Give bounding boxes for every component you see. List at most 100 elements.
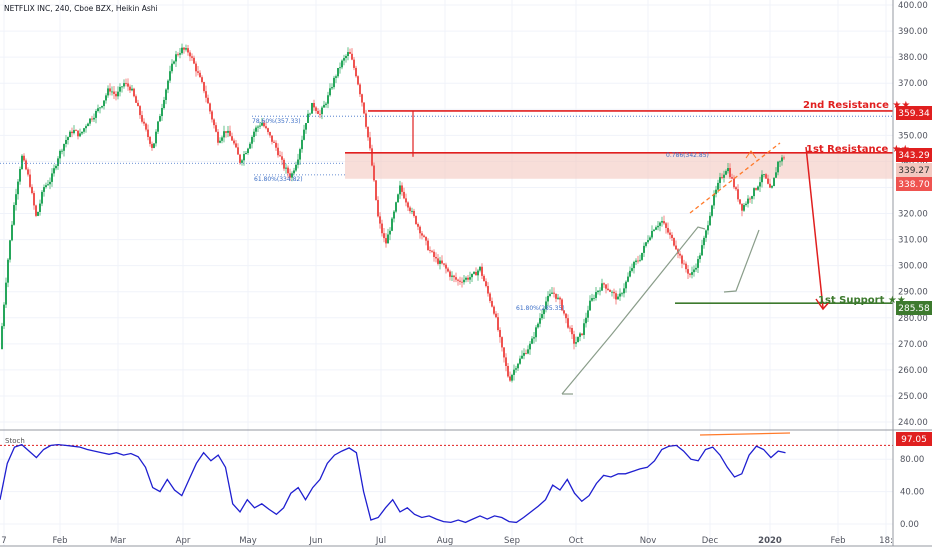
candle-body — [485, 281, 487, 287]
fib-786-left-label: 78.60%(357.33) — [252, 118, 301, 125]
candle-body — [241, 160, 243, 163]
candle-body — [153, 143, 155, 148]
candle-body — [779, 161, 781, 163]
candle-body — [283, 159, 285, 169]
overlays-layer — [0, 110, 893, 395]
candle-body — [269, 132, 271, 136]
zone-low-price-tag — [896, 177, 932, 191]
candle-body — [19, 169, 21, 182]
candle-body — [443, 263, 445, 265]
candle-body — [629, 270, 631, 277]
candle-body — [753, 188, 755, 197]
candle-body — [781, 157, 783, 162]
stoch-layer — [0, 432, 893, 524]
candle-body — [101, 106, 103, 108]
candle-body — [359, 84, 361, 95]
candle-body — [199, 72, 201, 78]
candle-body — [115, 93, 117, 97]
candle-body — [711, 205, 713, 216]
candle-body — [701, 245, 703, 256]
candle-body — [669, 232, 671, 235]
candle-body — [679, 253, 681, 256]
candle-body — [339, 67, 341, 69]
candle-body — [383, 233, 385, 239]
candle-body — [187, 48, 189, 53]
candle-body — [567, 318, 569, 328]
candle-body — [349, 52, 351, 54]
price-tick-label: 270.00 — [898, 340, 928, 350]
candle-body — [713, 194, 715, 206]
candle-body — [255, 127, 257, 132]
candle-body — [745, 203, 747, 206]
stoch-tick-label: 40.00 — [900, 488, 924, 498]
candle-body — [357, 76, 359, 85]
candle-body — [365, 113, 367, 127]
candle-body — [215, 125, 217, 132]
candle-body — [581, 333, 583, 335]
candle-body — [129, 86, 131, 91]
candle-body — [663, 221, 665, 224]
candle-body — [285, 167, 287, 169]
candle-body — [1, 326, 3, 350]
candle-body — [659, 222, 661, 226]
candle-body — [253, 131, 255, 137]
candle-body — [471, 273, 473, 278]
candle-body — [477, 270, 479, 276]
candle-body — [47, 184, 49, 186]
stoch-divergence-line — [699, 432, 791, 436]
candle-body — [551, 292, 553, 294]
price-tick-label: 240.00 — [898, 418, 928, 428]
candle-body — [541, 314, 543, 319]
candle-body — [595, 292, 597, 298]
candle-body — [413, 210, 415, 217]
fib-618-left-label: 61.80%(334.82) — [254, 176, 303, 183]
candle-body — [35, 205, 37, 216]
price-tick-label: 260.00 — [898, 366, 928, 376]
candle-body — [51, 173, 53, 182]
candle-body — [313, 103, 315, 108]
candle-body — [481, 266, 483, 276]
support1-label: 1st Support ★★ — [818, 295, 906, 306]
candle-body — [463, 279, 465, 283]
r2-price-text: 359.34 — [898, 109, 930, 119]
candle-body — [245, 152, 247, 155]
candle-body — [43, 187, 45, 192]
candle-body — [429, 250, 431, 251]
candle-body — [475, 271, 477, 276]
candle-body — [599, 290, 601, 292]
candle-body — [275, 142, 277, 148]
current-price-tag — [896, 163, 932, 177]
candles-layer — [1, 43, 785, 383]
candle-body — [491, 301, 493, 307]
candle-body — [415, 216, 417, 224]
candle-body — [233, 140, 235, 144]
candle-body — [645, 242, 647, 246]
candle-body — [747, 198, 749, 204]
candle-body — [165, 89, 167, 100]
candle-body — [469, 277, 471, 280]
candle-body — [89, 118, 91, 124]
candle-body — [617, 296, 619, 300]
candle-body — [299, 149, 301, 160]
candle-body — [483, 275, 485, 282]
candle-body — [703, 237, 705, 246]
candle-body — [461, 281, 463, 283]
candle-body — [407, 202, 409, 208]
time-tick-label: Feb — [830, 536, 845, 546]
stoch-level-tag — [896, 432, 932, 446]
candle-body — [85, 126, 87, 129]
candle-body — [465, 277, 467, 280]
candle-body — [673, 238, 675, 246]
candle-body — [155, 131, 157, 144]
candle-body — [261, 122, 263, 126]
candle-body — [303, 129, 305, 140]
candle-body — [409, 207, 411, 212]
candle-body — [127, 83, 129, 87]
candle-body — [225, 131, 227, 133]
candle-body — [473, 271, 475, 274]
candle-body — [227, 130, 229, 133]
candle-body — [131, 88, 133, 91]
candle-body — [653, 229, 655, 231]
candle-body — [133, 88, 135, 97]
candle-body — [539, 318, 541, 324]
